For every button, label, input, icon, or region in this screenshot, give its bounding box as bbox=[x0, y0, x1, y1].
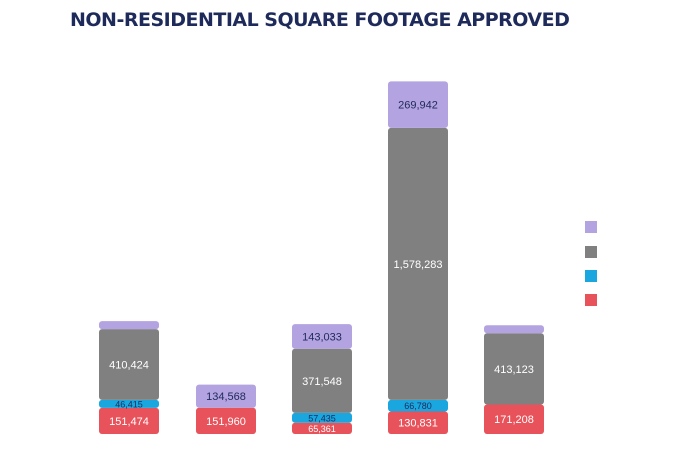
data-label: 134,568 bbox=[206, 391, 246, 403]
data-label: 65,361 bbox=[308, 424, 336, 434]
bar-stack: 151,474 46,415 410,424 bbox=[99, 321, 159, 434]
chart-title: NON-RESIDENTIAL SQUARE FOOTAGE APPROVED bbox=[70, 9, 570, 31]
bar-segment bbox=[292, 412, 352, 423]
data-label: 413,123 bbox=[494, 364, 534, 376]
bar-segment bbox=[388, 81, 448, 128]
bar-segment bbox=[196, 384, 256, 408]
data-label: 143,033 bbox=[302, 331, 342, 343]
data-label: 46,415 bbox=[115, 399, 143, 409]
bar-segment bbox=[388, 399, 448, 412]
bar-segment bbox=[292, 422, 352, 434]
bar-stack: 151,960 134,568 bbox=[196, 384, 256, 434]
bar-segment bbox=[484, 325, 544, 334]
data-label: 410,424 bbox=[109, 360, 149, 372]
legend-swatch bbox=[585, 246, 597, 258]
bar-segment bbox=[388, 127, 448, 400]
bar-stack: 130,831 66,780 1,578,283 269,942 bbox=[388, 81, 448, 434]
data-label: 151,960 bbox=[206, 416, 246, 428]
bar-segment bbox=[292, 348, 352, 413]
bar-segment bbox=[196, 407, 256, 434]
legend-swatch bbox=[585, 294, 597, 306]
bar-segment bbox=[99, 329, 159, 400]
bar-segment bbox=[484, 404, 544, 434]
bar-segment bbox=[484, 333, 544, 405]
data-label: 171,208 bbox=[494, 414, 534, 426]
data-label: 269,942 bbox=[398, 100, 438, 112]
bar-segment bbox=[388, 411, 448, 434]
data-label: 130,831 bbox=[398, 418, 438, 430]
data-label: 57,435 bbox=[308, 413, 336, 423]
legend-swatch bbox=[585, 221, 597, 233]
bar-stack: 171,208 413,123 bbox=[484, 325, 544, 434]
data-label: 66,780 bbox=[404, 401, 432, 411]
data-label: 151,474 bbox=[109, 416, 149, 428]
bar-segment bbox=[99, 407, 159, 434]
bar-segment bbox=[292, 324, 352, 349]
bar-segment bbox=[99, 321, 159, 330]
data-label: 1,578,283 bbox=[394, 259, 443, 271]
legend-swatch bbox=[585, 270, 597, 282]
data-label: 371,548 bbox=[302, 376, 342, 388]
bar-segment bbox=[99, 399, 159, 408]
